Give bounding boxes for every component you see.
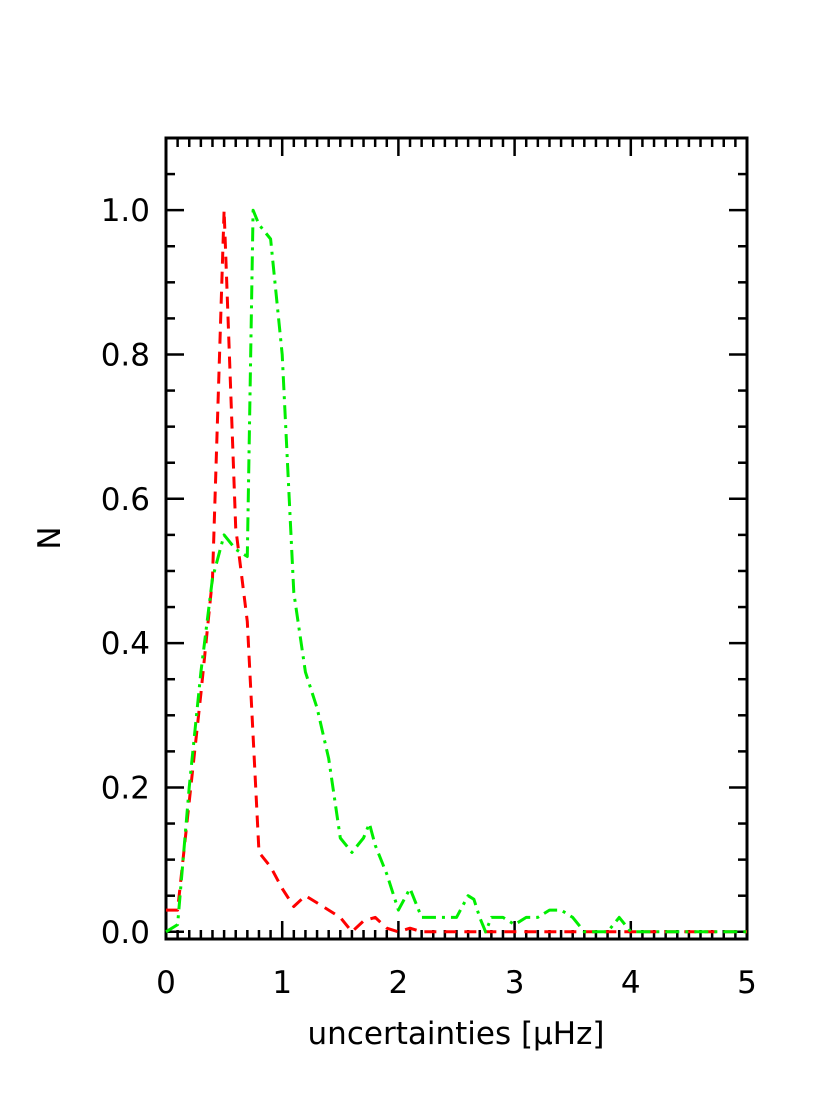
tick-labels: 0 1 2 3 4 5 0.0 0.2 0.4 0.6 0.8 1.0	[101, 193, 757, 1001]
x-tick-label: 0	[156, 965, 176, 1001]
x-axis-title: uncertainties [μHz]	[308, 1016, 605, 1052]
y-tick-label: 0.0	[101, 915, 150, 951]
series-layer	[165, 208, 747, 934]
x-tick-label: 1	[272, 965, 292, 1001]
y-tick-label: 0.4	[101, 626, 150, 662]
series-line-1	[166, 208, 747, 934]
axis-ticks	[164, 138, 749, 939]
x-tick-label: 3	[505, 965, 525, 1001]
y-tick-label: 0.8	[101, 337, 150, 373]
series-line-2	[165, 208, 747, 934]
x-tick-label: 5	[737, 965, 757, 1001]
y-tick-label: 1.0	[101, 193, 150, 229]
x-tick-label: 4	[621, 965, 641, 1001]
y-axis-title: N	[32, 526, 68, 549]
x-tick-label: 2	[389, 965, 409, 1001]
y-tick-label: 0.6	[101, 482, 150, 518]
y-tick-label: 0.2	[101, 770, 150, 806]
